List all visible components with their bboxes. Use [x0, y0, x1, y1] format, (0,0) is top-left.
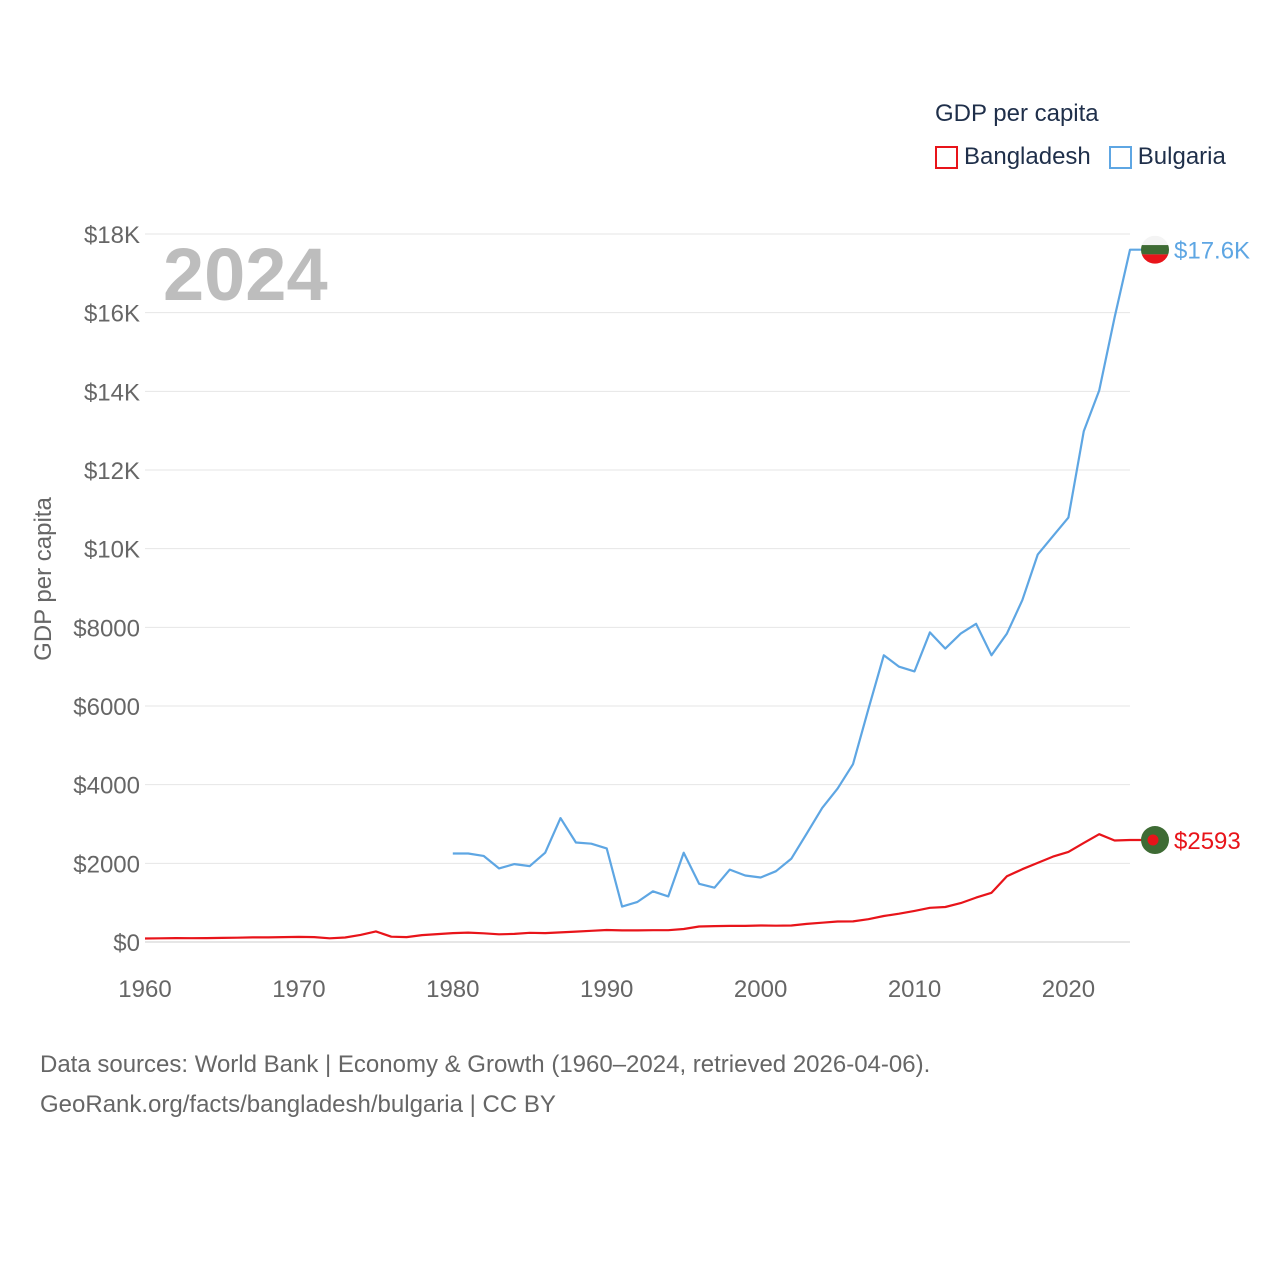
x-tick-label: 1980	[426, 976, 479, 1003]
end-label-bulgaria: $17.6K	[1174, 238, 1250, 265]
legend-swatch-bulgaria	[1108, 145, 1132, 169]
y-tick-label: $14K	[84, 379, 140, 406]
end-markers: $2593 $17.6K	[1141, 235, 1250, 855]
flag-stripe-middle	[1141, 245, 1169, 255]
year-label: 2024	[163, 233, 328, 316]
x-tick-label: 1970	[272, 976, 325, 1003]
y-tick-label: $2000	[73, 851, 140, 878]
grid-lines	[145, 233, 1130, 943]
legend-label-bangladesh: Bangladesh	[964, 143, 1091, 170]
y-tick-label: $16K	[84, 301, 140, 328]
legend-title: GDP per capita	[935, 100, 1099, 127]
x-axis: 1960 1970 1980 1990 2000 2010 2020	[118, 976, 1095, 1003]
legend: Bangladesh Bulgaria	[935, 143, 1244, 171]
y-axis-label: GDP per capita	[30, 497, 57, 661]
x-tick-label: 2010	[888, 976, 941, 1003]
y-tick-label: $18K	[84, 222, 140, 249]
y-tick-label: $4000	[73, 773, 140, 800]
flag-stripe-bottom	[1141, 254, 1169, 264]
y-tick-label: $0	[113, 930, 140, 957]
series-lines	[144, 248, 1155, 940]
legend-item-bangladesh[interactable]: Bangladesh	[935, 143, 1091, 171]
source-link[interactable]: GeoRank.org/facts/bangladesh/bulgaria | …	[40, 1091, 556, 1118]
legend-swatch-bangladesh	[935, 145, 958, 169]
x-tick-label: 1990	[580, 976, 633, 1003]
flag-stripe-top	[1141, 235, 1169, 246]
x-tick-label: 2000	[734, 976, 787, 1003]
x-tick-label: 1960	[118, 976, 171, 1003]
y-tick-label: $12K	[84, 458, 140, 485]
series-line-bangladesh	[144, 833, 1155, 940]
flag-marker-bulgaria	[1141, 235, 1169, 264]
y-axis: $0 $2000 $4000 $6000 $8000 $10K $12K $14K $16K $1…	[73, 222, 140, 957]
x-tick-label: 2020	[1042, 976, 1095, 1003]
flag-disc-bangladesh	[1147, 834, 1159, 846]
y-tick-label: $10K	[84, 537, 140, 564]
y-tick-label: $6000	[73, 694, 140, 721]
source-note: Data sources: World Bank | Economy & Gro…	[40, 1051, 931, 1078]
legend-item-bulgaria[interactable]: Bulgaria	[1108, 143, 1226, 171]
legend-label-bulgaria: Bulgaria	[1137, 143, 1226, 170]
footer: Data sources: World Bank | Economy & Gro…	[40, 1045, 930, 1125]
end-label-bangladesh: $2593	[1174, 828, 1241, 855]
y-tick-label: $8000	[73, 615, 140, 642]
series-line-bulgaria	[452, 248, 1155, 908]
